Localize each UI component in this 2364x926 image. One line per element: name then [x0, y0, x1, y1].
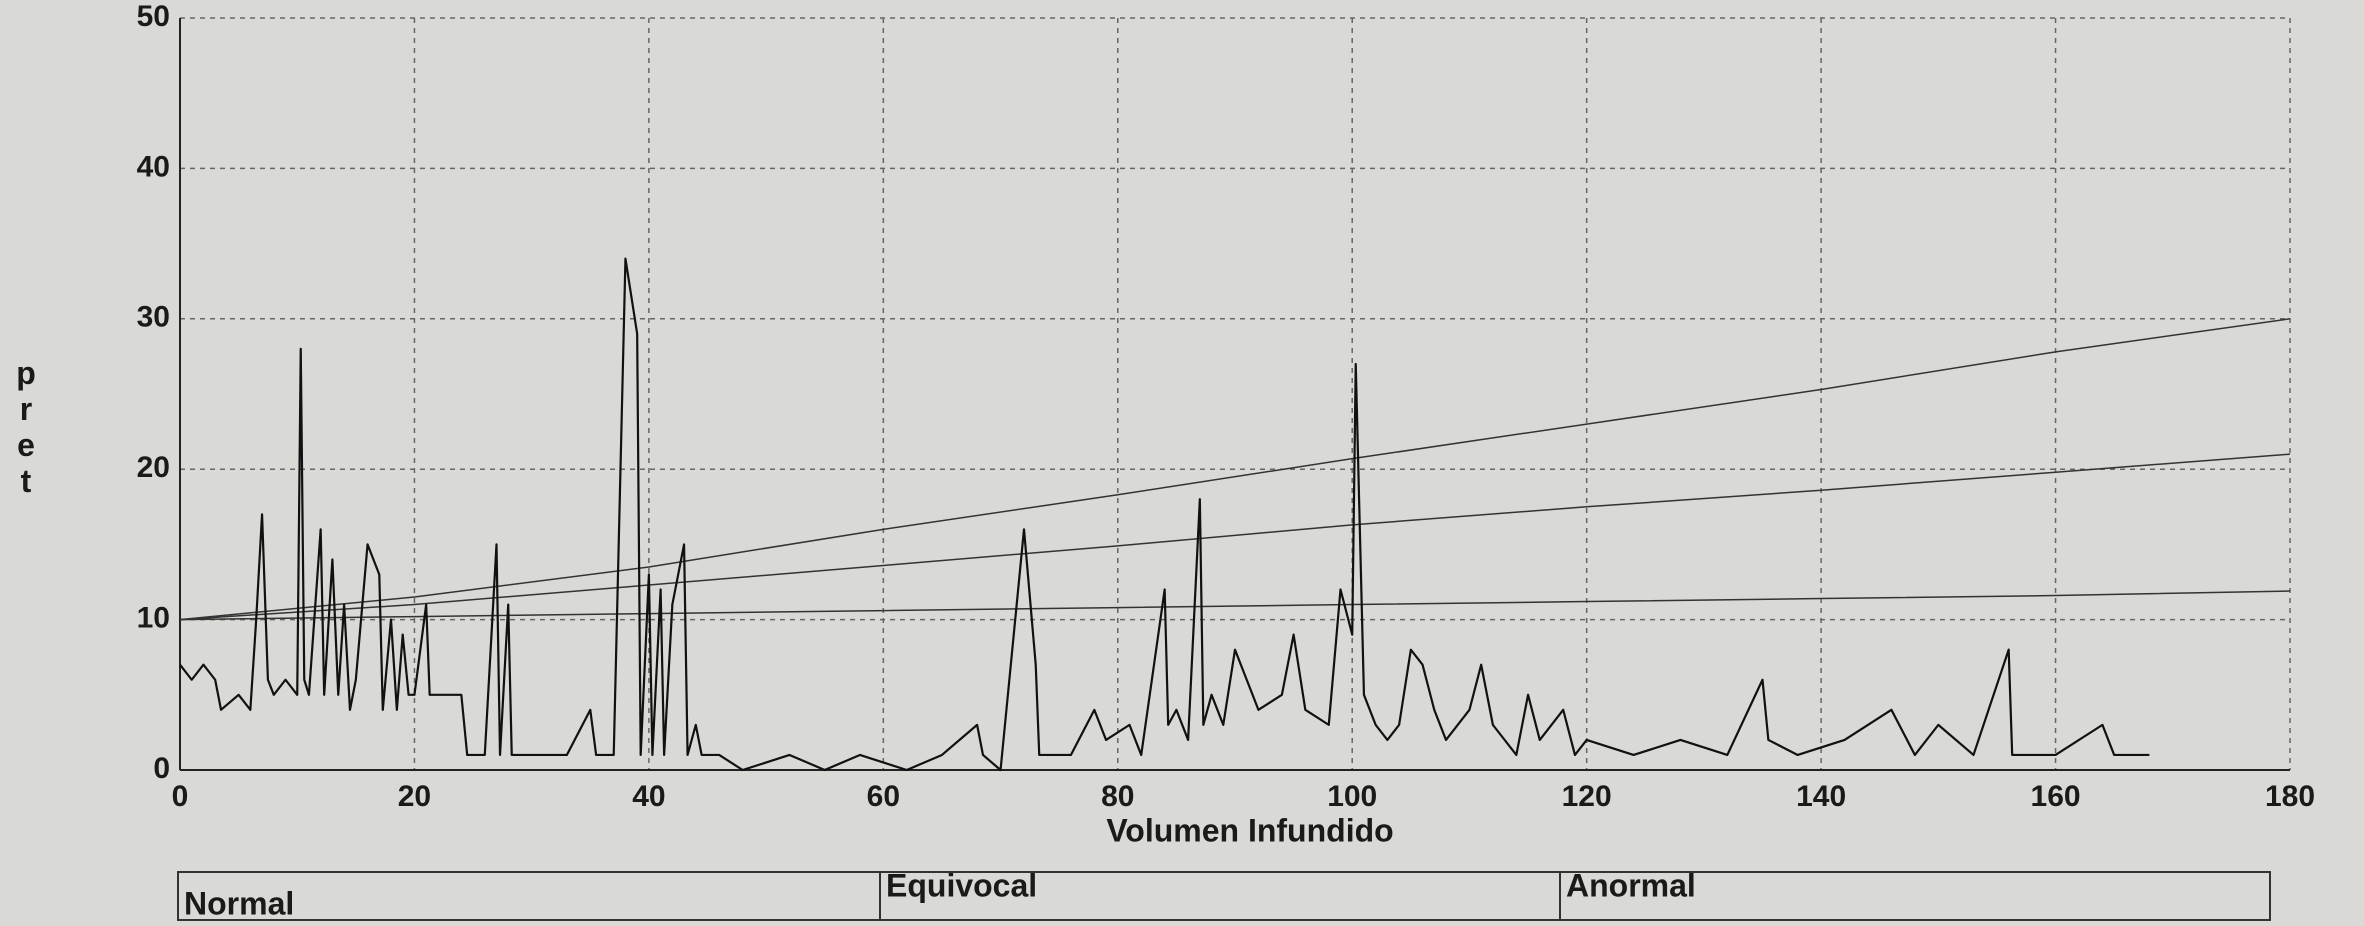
data-line — [179, 257, 2150, 772]
y-tick-label: 10 — [137, 602, 170, 635]
x-tick-label: 60 — [867, 780, 900, 813]
x-tick-label: 20 — [398, 780, 431, 813]
zone-label: Normal — [184, 885, 294, 921]
y-tick-label: 0 — [153, 752, 170, 785]
x-tick-label: 100 — [1327, 780, 1377, 813]
x-axis-title: Volumen Infundido — [1106, 812, 1393, 848]
data-line — [179, 590, 2291, 621]
x-tick-label: 80 — [1101, 780, 1134, 813]
x-tick-label: 180 — [2265, 780, 2315, 813]
y-tick-label: 20 — [137, 451, 170, 484]
data-line — [179, 318, 2291, 621]
x-tick-label: 40 — [632, 780, 665, 813]
y-tick-label: 40 — [137, 150, 170, 183]
zone-label: Equivocal — [886, 867, 1037, 903]
x-tick-label: 0 — [172, 780, 189, 813]
x-tick-label: 140 — [1796, 780, 1846, 813]
y-tick-label: 30 — [137, 301, 170, 334]
y-axis-title: pret — [8, 355, 44, 499]
x-tick-label: 120 — [1562, 780, 1612, 813]
zone-label: Anormal — [1566, 867, 1696, 903]
y-tick-label: 50 — [137, 0, 170, 33]
data-line — [179, 453, 2291, 621]
x-tick-label: 160 — [2031, 780, 2081, 813]
zone-box — [1559, 871, 2271, 921]
